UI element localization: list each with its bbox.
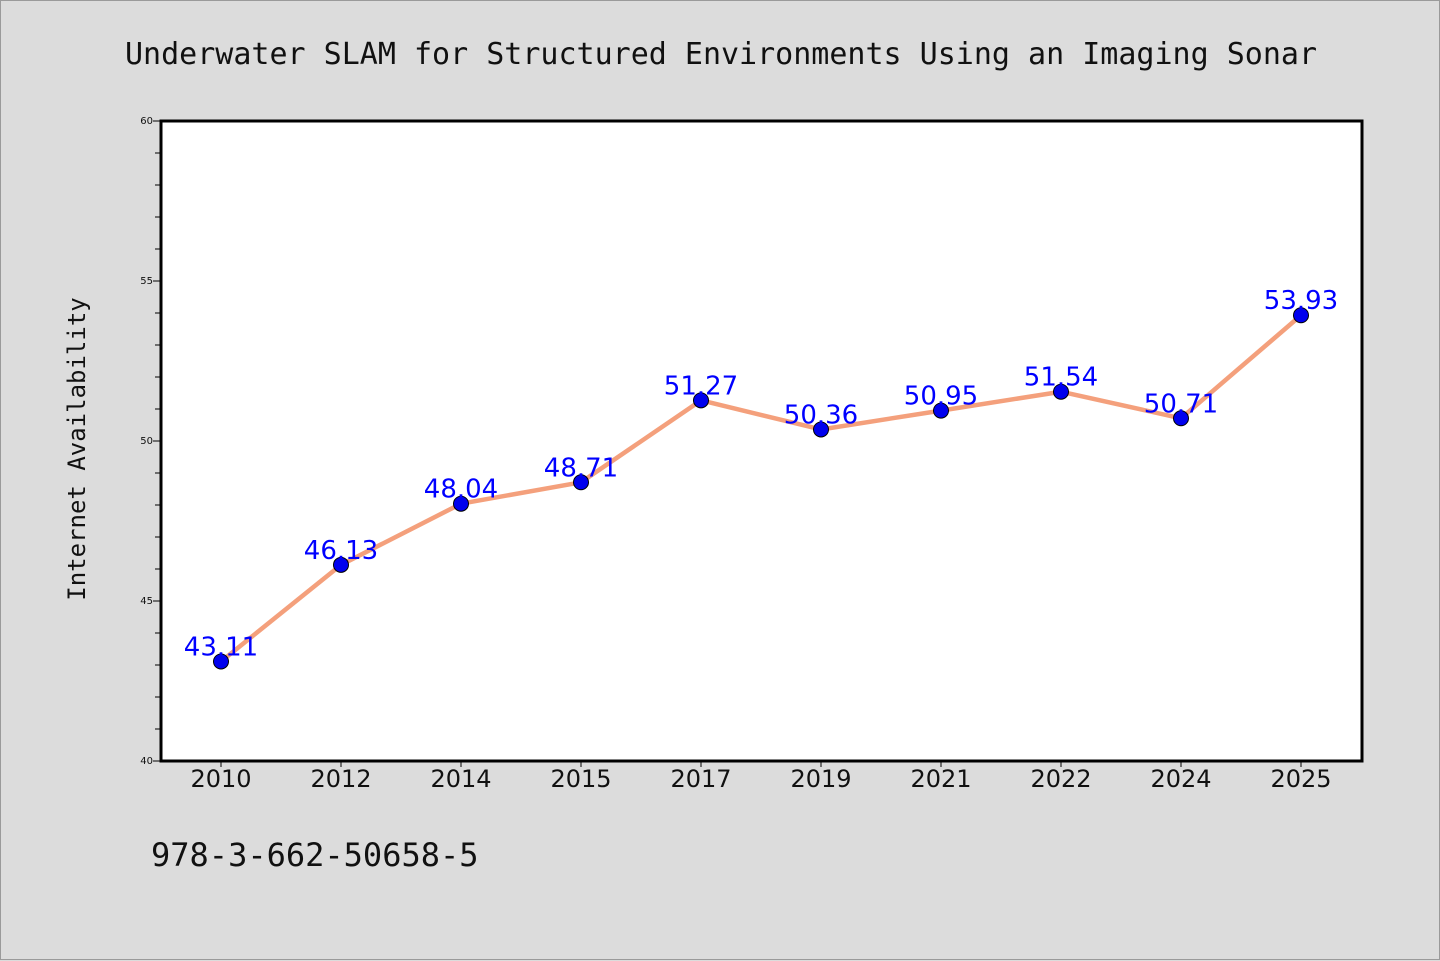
y-tick-label: 55 [140, 276, 153, 287]
x-tick-label: 2015 [550, 765, 611, 793]
x-tick-label: 2014 [430, 765, 491, 793]
data-label: 51.27 [664, 371, 738, 401]
x-tick-label: 2021 [910, 765, 971, 793]
x-tick-label: 2012 [310, 765, 371, 793]
data-point-marker [933, 402, 949, 419]
x-tick-label: 2025 [1270, 765, 1331, 793]
data-label: 48.71 [544, 453, 618, 483]
x-axis-ticks [220, 761, 1302, 767]
x-tick-label: 2017 [670, 765, 731, 793]
data-point-marker [213, 653, 229, 670]
y-axis-ticks [153, 120, 161, 762]
y-tick-label: 60 [140, 116, 153, 127]
x-tick-label: 2010 [190, 765, 251, 793]
y-axis-title: Internet Availability [63, 297, 91, 600]
data-label-layer: 43.11 46.13 48.04 48.71 51.27 50.36 50.95 51.54… [184, 286, 1338, 662]
chart-title: Underwater SLAM for Structured Environme… [125, 37, 1317, 72]
data-label: 46.13 [304, 536, 378, 566]
plot-area [159, 119, 1364, 763]
series-layer [213, 307, 1309, 670]
data-point-marker [693, 392, 709, 409]
x-tick-label: 2019 [790, 765, 851, 793]
y-tick-label: 45 [140, 596, 153, 607]
x-tick-label: 2022 [1030, 765, 1091, 793]
isbn-footnote: 978-3-662-50658-5 [151, 836, 479, 874]
x-tick-label: 2024 [1150, 765, 1211, 793]
data-label: 43.11 [184, 632, 258, 662]
data-point-marker [813, 421, 829, 438]
data-label: 53.93 [1264, 286, 1338, 316]
data-point-marker [333, 556, 349, 573]
y-tick-label: 50 [140, 436, 153, 447]
data-point-marker [1173, 410, 1189, 427]
data-label: 50.71 [1144, 389, 1218, 419]
x-axis-tick-labels: 2010 2012 2014 2015 2017 2019 2021 2022 2024 2025 [190, 765, 1331, 793]
data-point-marker [1293, 307, 1309, 324]
data-point-marker [573, 474, 589, 491]
data-point-marker [453, 495, 469, 512]
series-line [218, 312, 1304, 664]
data-label: 50.36 [784, 400, 858, 430]
data-point-marker [1053, 383, 1069, 400]
data-label: 48.04 [424, 475, 498, 505]
y-tick-label: 40 [140, 756, 153, 767]
y-axis-tick-labels: 40 45 50 55 60 [140, 116, 153, 767]
data-label: 50.95 [904, 382, 978, 412]
data-label: 51.54 [1024, 363, 1098, 393]
